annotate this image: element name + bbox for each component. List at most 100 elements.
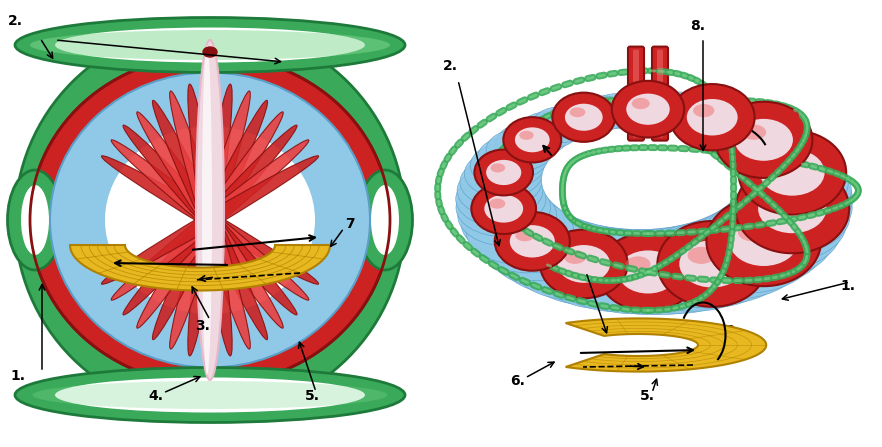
- Ellipse shape: [486, 160, 521, 185]
- Ellipse shape: [738, 130, 846, 215]
- Ellipse shape: [457, 164, 543, 217]
- Ellipse shape: [480, 209, 596, 281]
- Ellipse shape: [612, 81, 684, 138]
- Ellipse shape: [111, 140, 309, 300]
- Ellipse shape: [511, 222, 638, 300]
- Ellipse shape: [484, 195, 523, 223]
- Ellipse shape: [725, 117, 810, 169]
- Ellipse shape: [55, 378, 365, 413]
- Ellipse shape: [30, 55, 390, 385]
- Ellipse shape: [15, 17, 405, 72]
- Ellipse shape: [357, 170, 413, 270]
- Ellipse shape: [486, 129, 554, 171]
- Ellipse shape: [679, 209, 815, 293]
- Ellipse shape: [552, 93, 616, 142]
- Ellipse shape: [477, 136, 548, 179]
- Ellipse shape: [371, 185, 399, 255]
- Ellipse shape: [490, 198, 505, 209]
- Ellipse shape: [594, 228, 733, 315]
- Ellipse shape: [712, 191, 841, 271]
- Ellipse shape: [60, 72, 360, 367]
- Ellipse shape: [633, 91, 693, 128]
- Ellipse shape: [702, 198, 833, 279]
- Ellipse shape: [519, 112, 579, 148]
- Ellipse shape: [618, 250, 678, 294]
- Ellipse shape: [458, 186, 557, 246]
- Ellipse shape: [604, 92, 661, 127]
- Ellipse shape: [203, 47, 217, 57]
- Ellipse shape: [466, 198, 573, 264]
- Ellipse shape: [564, 104, 602, 131]
- Ellipse shape: [137, 112, 283, 328]
- Ellipse shape: [735, 119, 793, 161]
- Ellipse shape: [519, 131, 534, 140]
- Ellipse shape: [736, 164, 849, 253]
- Ellipse shape: [153, 100, 267, 340]
- Ellipse shape: [490, 163, 505, 173]
- Ellipse shape: [639, 222, 778, 308]
- Ellipse shape: [111, 140, 309, 300]
- Ellipse shape: [545, 102, 602, 138]
- Ellipse shape: [8, 170, 63, 270]
- Ellipse shape: [728, 178, 850, 253]
- Ellipse shape: [666, 214, 804, 299]
- Text: 2.: 2.: [443, 59, 458, 73]
- Ellipse shape: [532, 107, 590, 143]
- Ellipse shape: [609, 227, 749, 313]
- Text: 2.: 2.: [8, 14, 23, 28]
- Ellipse shape: [736, 129, 830, 186]
- Ellipse shape: [564, 229, 701, 314]
- Ellipse shape: [523, 225, 653, 305]
- Ellipse shape: [648, 92, 709, 130]
- Ellipse shape: [662, 93, 726, 133]
- Ellipse shape: [153, 100, 267, 340]
- Ellipse shape: [169, 91, 250, 349]
- Ellipse shape: [515, 127, 549, 152]
- Ellipse shape: [738, 224, 766, 241]
- Ellipse shape: [626, 93, 669, 125]
- Ellipse shape: [742, 125, 766, 140]
- Ellipse shape: [632, 98, 650, 109]
- Ellipse shape: [496, 123, 561, 163]
- Ellipse shape: [699, 102, 772, 147]
- Ellipse shape: [742, 149, 848, 215]
- Ellipse shape: [619, 91, 677, 127]
- Ellipse shape: [21, 185, 49, 255]
- Ellipse shape: [30, 30, 390, 60]
- Ellipse shape: [101, 156, 318, 284]
- Text: 3.: 3.: [572, 254, 587, 268]
- Text: 8.: 8.: [690, 19, 705, 33]
- Ellipse shape: [675, 96, 742, 137]
- Polygon shape: [565, 318, 766, 371]
- Ellipse shape: [504, 117, 561, 163]
- Ellipse shape: [549, 229, 684, 312]
- Ellipse shape: [55, 28, 365, 63]
- Text: 6.: 6.: [510, 374, 525, 388]
- Ellipse shape: [687, 99, 737, 135]
- Ellipse shape: [101, 156, 318, 284]
- Ellipse shape: [768, 156, 795, 173]
- Ellipse shape: [733, 171, 852, 244]
- Text: 5.: 5.: [305, 389, 320, 403]
- FancyBboxPatch shape: [657, 50, 663, 138]
- Ellipse shape: [688, 247, 715, 264]
- Ellipse shape: [495, 212, 570, 271]
- Ellipse shape: [169, 91, 250, 349]
- Ellipse shape: [50, 72, 370, 367]
- Ellipse shape: [708, 106, 785, 154]
- Ellipse shape: [123, 125, 297, 315]
- Ellipse shape: [473, 204, 584, 273]
- Ellipse shape: [657, 221, 767, 307]
- Ellipse shape: [137, 112, 283, 328]
- Ellipse shape: [507, 117, 569, 155]
- Text: 4.: 4.: [148, 389, 163, 403]
- Text: 5.: 5.: [640, 389, 655, 403]
- Text: 9.: 9.: [725, 324, 740, 338]
- Ellipse shape: [15, 367, 405, 422]
- Ellipse shape: [653, 218, 792, 304]
- Ellipse shape: [461, 192, 564, 256]
- FancyBboxPatch shape: [633, 50, 639, 138]
- Ellipse shape: [579, 229, 717, 315]
- Ellipse shape: [687, 99, 757, 142]
- Ellipse shape: [766, 191, 796, 209]
